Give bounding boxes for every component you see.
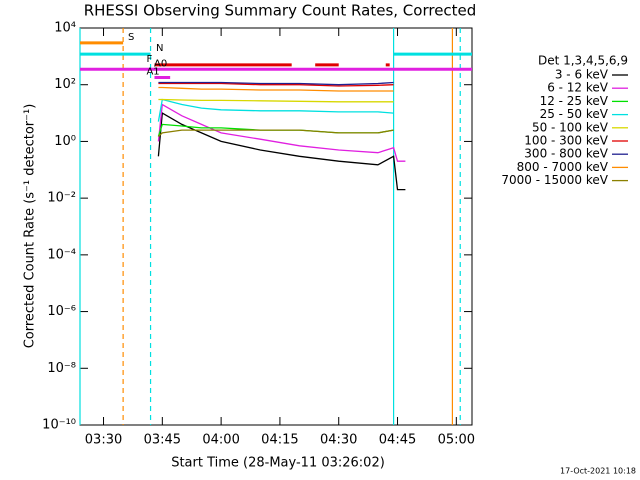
x-tick-label: 05:00 — [438, 433, 475, 448]
flag-label: F — [146, 54, 152, 65]
x-axis-label: Start Time (28-May-11 03:26:02) — [171, 456, 385, 471]
series-line — [157, 98, 394, 122]
legend-label: 12 - 25 keV — [540, 94, 609, 108]
flag-label: A1 — [146, 66, 159, 77]
y-tick-label: 10² — [54, 77, 76, 92]
legend-label: 7000 - 15000 keV — [501, 173, 608, 187]
series-line — [157, 112, 406, 191]
y-axis-label: Corrected Count Rate (s⁻¹ detector⁻¹) — [23, 104, 38, 349]
y-tick-label: 10⁴ — [54, 21, 76, 36]
x-tick-label: 04:15 — [261, 433, 298, 448]
series-line — [158, 82, 394, 87]
series-line — [158, 86, 394, 92]
x-tick-label: 03:45 — [144, 433, 181, 448]
legend-label: 300 - 800 keV — [524, 147, 608, 161]
flag-label: N — [156, 43, 163, 54]
legend-label: 100 - 300 keV — [524, 134, 608, 148]
y-tick-label: 10⁻⁸ — [47, 361, 76, 376]
legend-label: 25 - 50 keV — [540, 107, 609, 121]
legend-title: Det 1,3,4,5,6,9 — [538, 54, 628, 68]
y-tick-label: 10⁻⁴ — [47, 247, 76, 262]
series-line — [157, 103, 406, 162]
legend-label: 50 - 100 keV — [532, 120, 609, 134]
footer: 17-Oct-2021 10:18 — [560, 467, 636, 476]
series-line — [157, 129, 394, 137]
y-tick-label: 10⁻¹⁰ — [42, 418, 76, 433]
series-line — [158, 98, 394, 103]
x-tick-label: 04:45 — [379, 433, 416, 448]
x-tick-label: 04:00 — [202, 433, 239, 448]
legend-label: 3 - 6 keV — [555, 68, 609, 82]
flag-label: A0 — [154, 58, 167, 69]
series-line — [158, 81, 394, 86]
plot-frame — [79, 27, 473, 426]
flag-label: S — [128, 32, 134, 43]
legend-label: 6 - 12 keV — [547, 81, 609, 95]
y-tick-label: 10⁻² — [47, 191, 76, 206]
y-tick-label: 10⁰ — [54, 134, 76, 149]
y-tick-label: 10⁻⁶ — [47, 304, 76, 319]
legend-label: 800 - 7000 keV — [517, 160, 609, 174]
chart-title: RHESSI Observing Summary Count Rates, Co… — [84, 2, 477, 20]
x-tick-label: 04:30 — [320, 433, 357, 448]
x-tick-label: 03:30 — [85, 433, 122, 448]
